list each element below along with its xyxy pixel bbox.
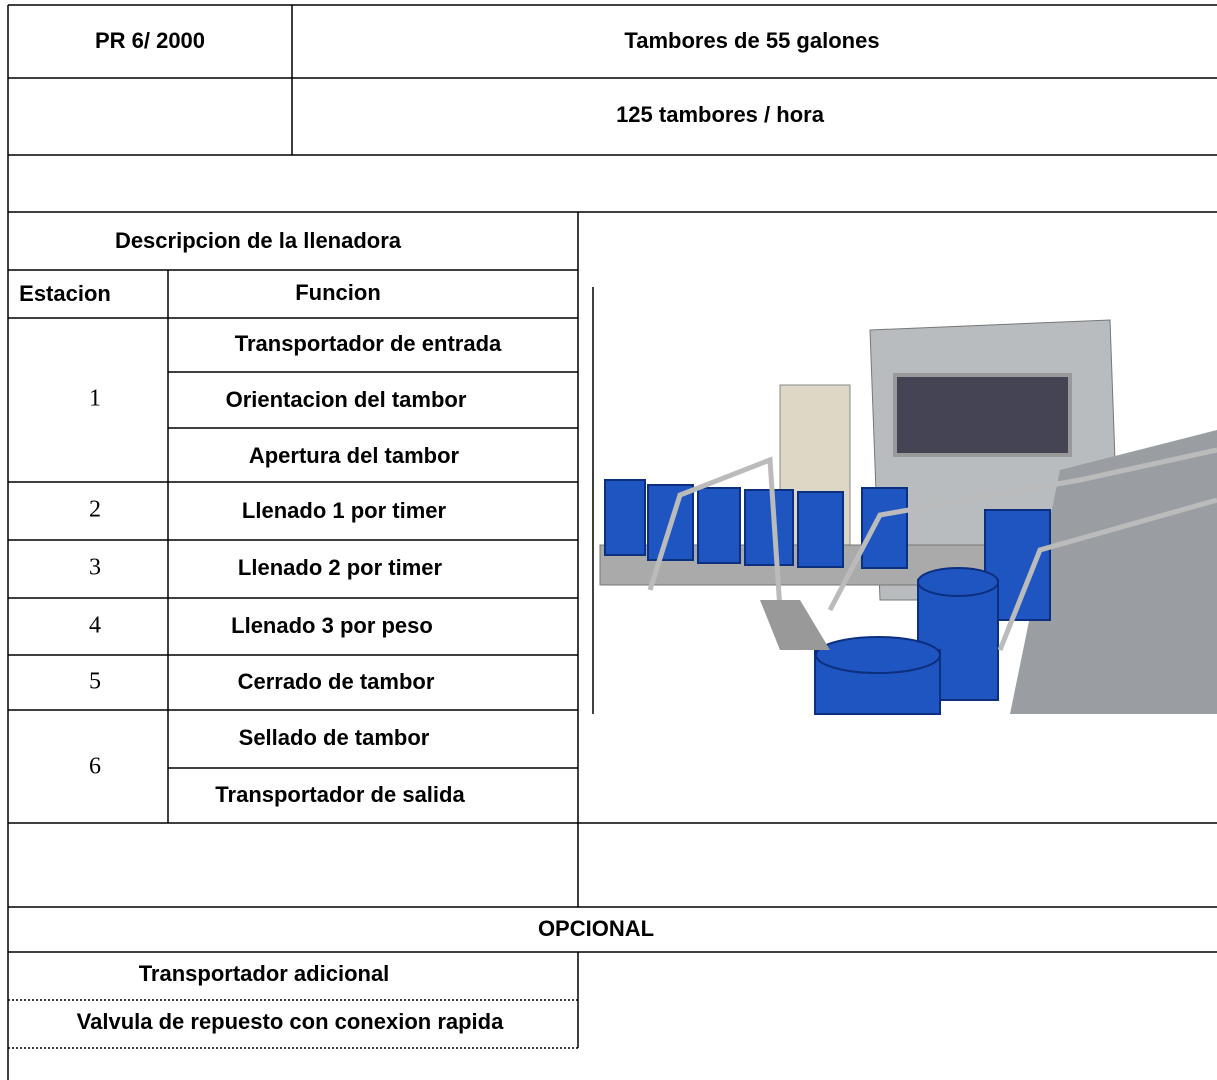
station: 3 — [89, 555, 101, 581]
column-header: Estacion — [19, 281, 111, 306]
texts: PR 6/ 2000 Tambores de 55 galones 125 ta… — [19, 28, 879, 1034]
optional-title: OPCIONAL — [538, 916, 654, 941]
table-title: Descripcion de la llenadora — [115, 228, 402, 253]
machine-photo — [592, 287, 1217, 715]
function: Sellado de tambor — [239, 725, 430, 750]
product: Tambores de 55 galones — [624, 28, 879, 53]
station: 1 — [89, 386, 101, 412]
station: 4 — [89, 613, 101, 639]
station: 2 — [89, 497, 101, 523]
function: Llenado 2 por timer — [238, 555, 443, 580]
column-header: Funcion — [295, 280, 381, 305]
capacity: 125 tambores / hora — [616, 102, 825, 127]
function: Cerrado de tambor — [238, 669, 435, 694]
optional-item: Transportador adicional — [139, 961, 390, 986]
station: 5 — [89, 669, 101, 695]
optional-item: Valvula de repuesto con conexion rapida — [77, 1009, 504, 1034]
function: Llenado 1 por timer — [242, 498, 447, 523]
function: Transportador de salida — [215, 782, 465, 807]
station: 6 — [89, 754, 101, 780]
function: Orientacion del tambor — [226, 387, 467, 412]
function: Apertura del tambor — [249, 443, 460, 468]
table-lines — [7, 4, 1217, 1080]
function: Transportador de entrada — [235, 331, 502, 356]
function: Llenado 3 por peso — [231, 613, 433, 638]
model: PR 6/ 2000 — [95, 28, 205, 53]
